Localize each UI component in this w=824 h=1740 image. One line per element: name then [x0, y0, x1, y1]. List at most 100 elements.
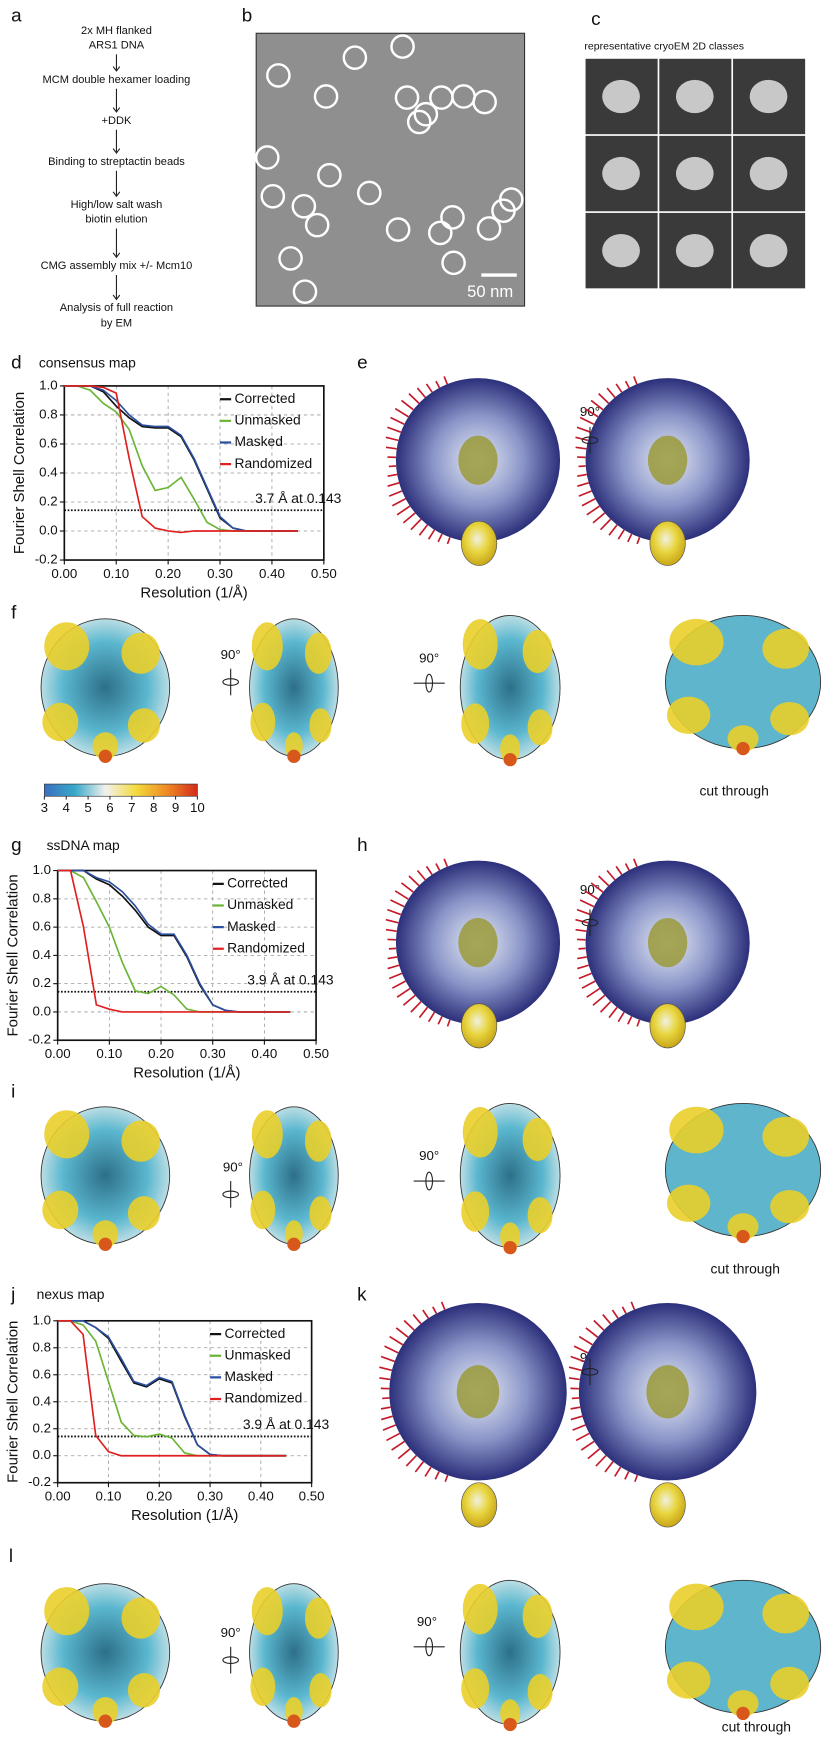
colorbar-tick-label: 4 [63, 800, 70, 815]
y-axis-label: Fourier Shell Correlation [4, 1321, 21, 1483]
legend-label: Masked [234, 433, 283, 449]
angular-spike [568, 1366, 582, 1372]
angular-spike [598, 392, 610, 404]
density-highlight [522, 629, 553, 674]
x-axis-label: Resolution (1/Å) [131, 1507, 238, 1524]
angular-spike [581, 980, 596, 989]
x-tick-label: 0.30 [200, 1046, 226, 1061]
panel-label: h [357, 834, 367, 855]
y-tick-label: 0.0 [39, 523, 58, 538]
angular-spike [575, 436, 589, 442]
angular-spike [617, 529, 625, 540]
density-highlight [522, 1594, 553, 1638]
map-core [458, 918, 498, 968]
x-tick-label: 0.40 [259, 566, 285, 581]
rotation-arrow [222, 678, 239, 686]
x-tick-label: 0.40 [248, 1489, 274, 1504]
density-highlight [669, 618, 724, 666]
rotation-arrow [581, 918, 599, 927]
panel-label: b [242, 5, 252, 26]
angular-spike [414, 1461, 425, 1473]
angular-spike [446, 537, 451, 545]
angular-spike [634, 1474, 639, 1483]
rotation-arrow [222, 1656, 239, 1665]
density-highlight [121, 632, 161, 674]
x-tick-label: 0.40 [251, 1046, 277, 1061]
density-highlight [251, 1587, 283, 1636]
angular-spike [599, 518, 612, 531]
angular-spike [590, 882, 604, 893]
angular-spike [381, 1415, 393, 1421]
density-tip [287, 749, 301, 763]
angular-spike [390, 416, 405, 426]
density-highlight [727, 1213, 759, 1240]
panel-label: i [11, 1080, 15, 1101]
angular-spike [580, 1440, 595, 1451]
angular-spike [390, 899, 405, 908]
angular-spike [400, 399, 414, 411]
density-highlight [727, 1690, 759, 1717]
angular-spike [592, 994, 606, 1006]
x-tick-label: 0.10 [96, 1046, 122, 1061]
angular-spike [575, 918, 589, 924]
density-highlight [121, 1120, 161, 1162]
particle-circle [260, 183, 286, 209]
map-core [647, 918, 688, 968]
angular-spike [402, 994, 416, 1006]
chart-title: nexus map [37, 1286, 105, 1302]
density-tip [736, 1706, 750, 1721]
x-tick-label: 0.00 [45, 1046, 71, 1061]
rotation-label: 90° [223, 1159, 243, 1174]
density-highlight [44, 1587, 90, 1636]
class-particle [602, 79, 640, 114]
angular-spike [427, 529, 436, 540]
map-thumbnail [649, 1482, 686, 1528]
density-highlight [42, 1190, 79, 1230]
legend-label: Corrected [224, 1325, 285, 1341]
angular-spike [611, 1309, 619, 1319]
angular-spike [627, 1016, 633, 1025]
map-core [646, 1365, 689, 1419]
angular-spike [387, 473, 398, 477]
particle-circle [394, 85, 420, 110]
colorbar [44, 783, 198, 797]
plot-frame [63, 385, 325, 561]
cut-through-label: cut through [711, 1260, 780, 1276]
rotation-arrow [425, 1637, 434, 1657]
x-tick-label: 0.30 [197, 1489, 223, 1504]
rotation-arrow [425, 673, 434, 693]
legend-label: Randomized [227, 939, 305, 955]
angular-spike [384, 1345, 399, 1354]
legend-label: Unmasked [234, 412, 300, 428]
angular-spike [630, 1301, 636, 1310]
angular-spike [602, 1313, 612, 1325]
angular-spike [394, 890, 409, 900]
angular-spike [388, 490, 403, 497]
class-particle [749, 79, 788, 114]
colorbar-tick-label: 6 [106, 800, 113, 815]
density-highlight [462, 1583, 498, 1635]
panel-label: k [357, 1283, 367, 1304]
flow-step: Analysis of full reaction [60, 302, 173, 314]
density-highlight [461, 1668, 490, 1709]
class-particle [675, 156, 714, 191]
particle-circle [313, 84, 339, 109]
density-highlight [462, 619, 498, 670]
angular-spike [382, 1397, 390, 1400]
map-thumbnail [461, 1003, 498, 1049]
angular-spike [624, 380, 630, 389]
flow-step: Binding to streptactin beads [48, 156, 185, 168]
x-tick-label: 0.50 [311, 566, 337, 581]
angular-spike [408, 392, 420, 404]
rotation-label: 90° [221, 647, 241, 662]
colorbar-tick-label: 8 [150, 800, 157, 815]
angular-spike [387, 964, 400, 970]
density-highlight [669, 1583, 724, 1631]
y-tick-label: -0.2 [35, 552, 58, 567]
fsc-curve [64, 385, 298, 534]
angular-spike [379, 1366, 393, 1372]
density-tip [503, 1240, 517, 1255]
angular-spike [614, 1466, 622, 1477]
